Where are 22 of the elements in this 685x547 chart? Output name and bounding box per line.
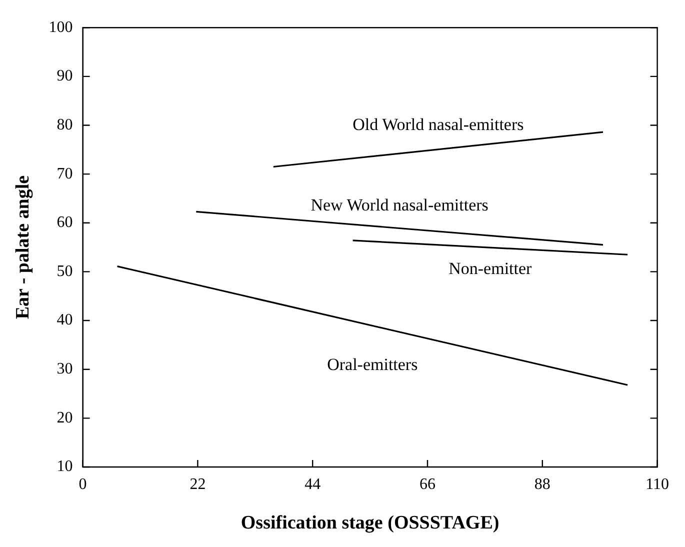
x-tick-label: 88 (534, 476, 550, 493)
series-label: New World nasal-emitters (310, 196, 488, 215)
y-tick-label: 10 (56, 458, 73, 476)
y-tick-label: 20 (56, 409, 73, 426)
y-tick-label: 50 (56, 262, 73, 280)
series-label: Old World nasal-emitters (352, 114, 524, 134)
series-label: Non-emitter (448, 259, 532, 278)
y-tick-label: 30 (56, 360, 73, 378)
y-axis-title: Ear - palate angle (12, 175, 34, 320)
x-tick-label: 110 (646, 476, 669, 493)
x-tick-label: 0 (78, 476, 87, 493)
y-tick-label: 70 (56, 165, 73, 182)
y-tick-label: 40 (56, 312, 73, 329)
x-tick-label: 22 (190, 476, 206, 493)
y-tick-label: 100 (48, 18, 73, 36)
y-tick-label: 60 (56, 214, 73, 232)
x-axis-title: Ossification stage (OSSSTAGE) (240, 512, 500, 534)
x-tick-label: 44 (304, 476, 321, 493)
y-tick-label: 80 (56, 116, 73, 134)
series-label: Oral-emitters (327, 355, 418, 374)
x-tick-label: 66 (420, 476, 436, 493)
y-tick-label: 90 (56, 68, 73, 85)
